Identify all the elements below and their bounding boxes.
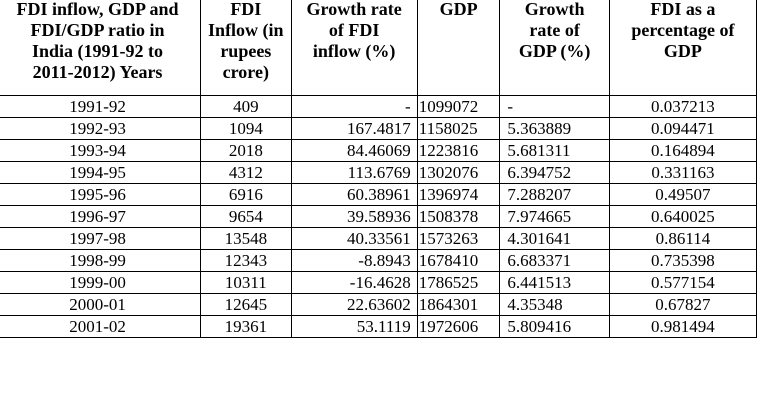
- header-row: FDI inflow, GDP and FDI/GDP ratio in Ind…: [0, 0, 758, 96]
- year-cell: 2000-01: [0, 293, 202, 316]
- year-cell: 1993-94: [0, 139, 202, 162]
- table-row: 2000-01 12645 22.63602 1864301 4.35348 0.6782…: [0, 293, 758, 316]
- year-cell: 1994-95: [0, 161, 202, 184]
- table-row: 1991-92 409-1099072-0.037213: [0, 95, 758, 118]
- fdi-inflow-cell: 19361: [200, 315, 292, 338]
- table-row: 1999-00 10311 -16.4628 1786525 6.441513 0.577…: [0, 271, 758, 294]
- fdi-growth-cell: -8.8943: [290, 249, 418, 272]
- fdi-inflow-cell: 2018: [200, 139, 292, 162]
- gdp-growth-cell: 6.394752: [499, 161, 610, 184]
- gdp-cell: 1396974: [416, 183, 501, 206]
- header-fdi-growth: Growth rate of FDI inflow (%): [290, 0, 418, 96]
- header-fdi-percent-gdp: FDI as a percentage of GDP: [608, 0, 758, 96]
- table-row: 1993-94 2018 84.46069 1223816 5.681311 0.1648…: [0, 139, 758, 162]
- fdi-growth-cell: -: [290, 95, 418, 118]
- fdi-growth-cell: 40.33561: [290, 227, 418, 250]
- gdp-growth-cell: 5.363889: [499, 117, 610, 140]
- table-row: 2001-02 19361 53.1119 1972606 5.809416 0.9814…: [0, 315, 758, 338]
- table-row: 1997-98 13548 40.33561 1573263 4.301641 0.861…: [0, 227, 758, 250]
- gdp-cell: 1786525: [416, 271, 501, 294]
- fdi-gdp-ratio-cell: 0.735398: [608, 249, 758, 272]
- fdi-inflow-cell: 6916: [200, 183, 292, 206]
- fdi-inflow-cell: 10311: [200, 271, 292, 294]
- gdp-growth-cell: 4.301641: [499, 227, 610, 250]
- year-cell: 1998-99: [0, 249, 202, 272]
- gdp-cell: 1678410: [416, 249, 501, 272]
- year-cell: 1997-98: [0, 227, 202, 250]
- gdp-growth-cell: -: [499, 95, 610, 118]
- fdi-gdp-ratio-cell: 0.577154: [608, 271, 758, 294]
- year-cell: 1996-97: [0, 205, 202, 228]
- table-row: 1995-96 6916 60.38961 1396974 7.288207 0.4950…: [0, 183, 758, 206]
- fdi-gdp-ratio-cell: 0.640025: [608, 205, 758, 228]
- table-body: 1991-92 409-1099072-0.037213 1992-93 1094 16…: [0, 95, 758, 338]
- year-cell: 1992-93: [0, 117, 202, 140]
- fdi-inflow-cell: 1094: [200, 117, 292, 140]
- year-cell: 1999-00: [0, 271, 202, 294]
- fdi-gdp-ratio-cell: 0.164894: [608, 139, 758, 162]
- fdi-gdp-ratio-cell: 0.981494: [608, 315, 758, 338]
- table-row: 1992-93 1094 167.4817 1158025 5.363889 0.0944…: [0, 117, 758, 140]
- gdp-growth-cell: 6.441513: [499, 271, 610, 294]
- fdi-growth-cell: 113.6769: [290, 161, 418, 184]
- table-row: 1996-97 9654 39.58936 1508378 7.974665 0.6400…: [0, 205, 758, 228]
- fdi-growth-cell: 167.4817: [290, 117, 418, 140]
- header-gdp-growth: Growth rate of GDP (%): [499, 0, 610, 96]
- year-cell: 1995-96: [0, 183, 202, 206]
- gdp-cell: 1864301: [416, 293, 501, 316]
- gdp-growth-cell: 7.288207: [499, 183, 610, 206]
- header-gdp: GDP: [416, 0, 501, 96]
- table-row: 1998-99 12343 -8.8943 1678410 6.683371 0.7353…: [0, 249, 758, 272]
- fdi-inflow-cell: 13548: [200, 227, 292, 250]
- year-cell: 1991-92: [0, 95, 202, 118]
- fdi-inflow-cell: 9654: [200, 205, 292, 228]
- gdp-cell: 1508378: [416, 205, 501, 228]
- gdp-cell: 1099072: [416, 95, 501, 118]
- fdi-gdp-table: FDI inflow, GDP and FDI/GDP ratio in Ind…: [0, 0, 758, 338]
- fdi-gdp-ratio-cell: 0.094471: [608, 117, 758, 140]
- fdi-growth-cell: 53.1119: [290, 315, 418, 338]
- gdp-cell: 1573263: [416, 227, 501, 250]
- fdi-inflow-cell: 4312: [200, 161, 292, 184]
- gdp-cell: 1223816: [416, 139, 501, 162]
- gdp-growth-cell: 6.683371: [499, 249, 610, 272]
- fdi-gdp-ratio-cell: 0.49507: [608, 183, 758, 206]
- gdp-cell: 1972606: [416, 315, 501, 338]
- fdi-growth-cell: 22.63602: [290, 293, 418, 316]
- header-years: FDI inflow, GDP and FDI/GDP ratio in Ind…: [0, 0, 202, 96]
- header-fdi-inflow: FDI Inflow (in rupees crore): [200, 0, 292, 96]
- gdp-cell: 1158025: [416, 117, 501, 140]
- year-cell: 2001-02: [0, 315, 202, 338]
- fdi-growth-cell: 84.46069: [290, 139, 418, 162]
- gdp-growth-cell: 5.681311: [499, 139, 610, 162]
- fdi-growth-cell: -16.4628: [290, 271, 418, 294]
- fdi-gdp-ratio-cell: 0.037213: [608, 95, 758, 118]
- fdi-gdp-ratio-cell: 0.331163: [608, 161, 758, 184]
- fdi-inflow-cell: 12645: [200, 293, 292, 316]
- gdp-growth-cell: 7.974665: [499, 205, 610, 228]
- fdi-gdp-ratio-cell: 0.86114: [608, 227, 758, 250]
- fdi-inflow-cell: 409: [200, 95, 292, 118]
- gdp-growth-cell: 4.35348: [499, 293, 610, 316]
- gdp-cell: 1302076: [416, 161, 501, 184]
- fdi-growth-cell: 39.58936: [290, 205, 418, 228]
- fdi-gdp-ratio-cell: 0.67827: [608, 293, 758, 316]
- fdi-growth-cell: 60.38961: [290, 183, 418, 206]
- fdi-inflow-cell: 12343: [200, 249, 292, 272]
- gdp-growth-cell: 5.809416: [499, 315, 610, 338]
- table-row: 1994-95 4312 113.6769 1302076 6.394752 0.3311…: [0, 161, 758, 184]
